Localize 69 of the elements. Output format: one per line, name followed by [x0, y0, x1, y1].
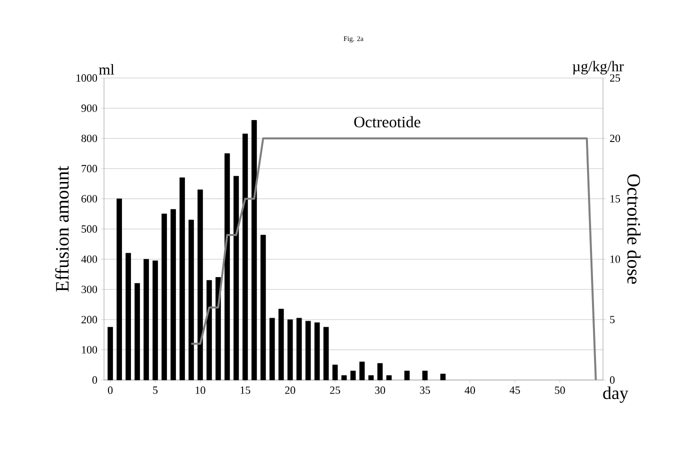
bar	[386, 375, 392, 380]
bar	[144, 259, 149, 380]
bar	[278, 308, 284, 380]
bar	[170, 209, 176, 380]
x-tick-label: 30	[375, 386, 386, 394]
x-tick-label: 40	[464, 386, 475, 394]
x-tick-label: 0	[108, 386, 113, 394]
y-tick-label: 900	[81, 104, 98, 112]
x-tick-label: 50	[555, 386, 565, 394]
y-tick-label: 0	[92, 376, 98, 384]
bar	[332, 364, 338, 380]
y2-tick-label: 5	[610, 316, 615, 324]
annotation: Octreotide	[354, 116, 420, 128]
bar	[287, 319, 293, 380]
y-tick-label: 700	[82, 164, 98, 172]
bar	[206, 280, 212, 380]
bar	[126, 252, 131, 380]
bar	[116, 198, 122, 380]
bar	[162, 214, 167, 380]
x-tick-label: 25	[330, 386, 340, 394]
y2-axis-title: Octrotide dose	[627, 174, 641, 284]
bar	[242, 134, 248, 380]
bar	[251, 120, 257, 380]
x-axis-title: day	[603, 386, 628, 403]
y-tick-label: 200	[82, 316, 98, 324]
y-tick-label: 500	[82, 225, 98, 233]
text: µg/kg/hr	[572, 60, 624, 74]
y2-tick-label: 0	[610, 376, 615, 384]
bar	[359, 362, 365, 380]
x-tick-label: 45	[510, 386, 520, 394]
bar	[314, 322, 320, 380]
x-tick-label: 35	[420, 386, 430, 394]
y-tick-label: 100	[82, 346, 98, 354]
bar	[108, 326, 113, 380]
y-tick-label: 1000	[76, 74, 98, 82]
y-tick-label: 400	[81, 256, 98, 263]
y-tick-label: 600	[82, 195, 98, 202]
y2-tick-label: 25	[610, 74, 620, 82]
bar	[269, 318, 275, 380]
bar	[368, 375, 374, 380]
bar	[224, 153, 230, 380]
bar	[323, 326, 329, 380]
text: ml	[99, 64, 114, 74]
bar	[305, 320, 311, 380]
bar	[198, 190, 203, 380]
x-tick-label: 15	[240, 386, 250, 394]
bar	[233, 176, 239, 380]
bar	[404, 370, 410, 380]
bar	[422, 370, 428, 380]
bar	[180, 177, 185, 380]
bar	[296, 318, 302, 380]
bar	[152, 260, 158, 380]
y2-tick-label: 20	[610, 134, 620, 142]
bar	[134, 283, 140, 380]
y-tick-label: 300	[82, 286, 98, 294]
x-tick-label: 5	[153, 386, 158, 394]
bar	[188, 220, 194, 380]
y2-tick-label: 15	[610, 195, 620, 202]
bar	[440, 374, 446, 380]
y-tick-label: 800	[81, 134, 98, 142]
y-axis-title: Effusion amount	[55, 166, 69, 292]
bar	[341, 375, 347, 380]
bar	[260, 234, 266, 380]
bar	[377, 363, 383, 380]
bar	[350, 370, 356, 380]
y2-tick-label: 10	[610, 256, 620, 263]
x-tick-label: 10	[196, 386, 206, 394]
x-tick-label: 20	[285, 386, 296, 394]
bar	[216, 277, 221, 380]
